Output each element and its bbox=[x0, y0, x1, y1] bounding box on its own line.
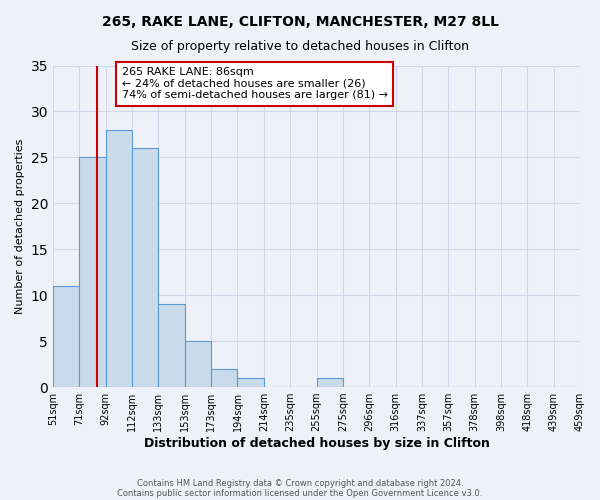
Text: Contains public sector information licensed under the Open Government Licence v3: Contains public sector information licen… bbox=[118, 488, 482, 498]
Bar bbox=[106, 130, 132, 387]
Text: 265 RAKE LANE: 86sqm
← 24% of detached houses are smaller (26)
74% of semi-detac: 265 RAKE LANE: 86sqm ← 24% of detached h… bbox=[122, 67, 388, 100]
Bar bbox=[79, 158, 106, 387]
Y-axis label: Number of detached properties: Number of detached properties bbox=[15, 138, 25, 314]
Text: Contains HM Land Registry data © Crown copyright and database right 2024.: Contains HM Land Registry data © Crown c… bbox=[137, 478, 463, 488]
Bar bbox=[238, 378, 264, 387]
Bar bbox=[158, 304, 185, 387]
Bar bbox=[53, 286, 79, 387]
Bar bbox=[211, 368, 238, 387]
Text: 265, RAKE LANE, CLIFTON, MANCHESTER, M27 8LL: 265, RAKE LANE, CLIFTON, MANCHESTER, M27… bbox=[101, 15, 499, 29]
Bar bbox=[317, 378, 343, 387]
Text: Size of property relative to detached houses in Clifton: Size of property relative to detached ho… bbox=[131, 40, 469, 53]
Bar bbox=[132, 148, 158, 387]
X-axis label: Distribution of detached houses by size in Clifton: Distribution of detached houses by size … bbox=[143, 437, 490, 450]
Bar bbox=[185, 341, 211, 387]
